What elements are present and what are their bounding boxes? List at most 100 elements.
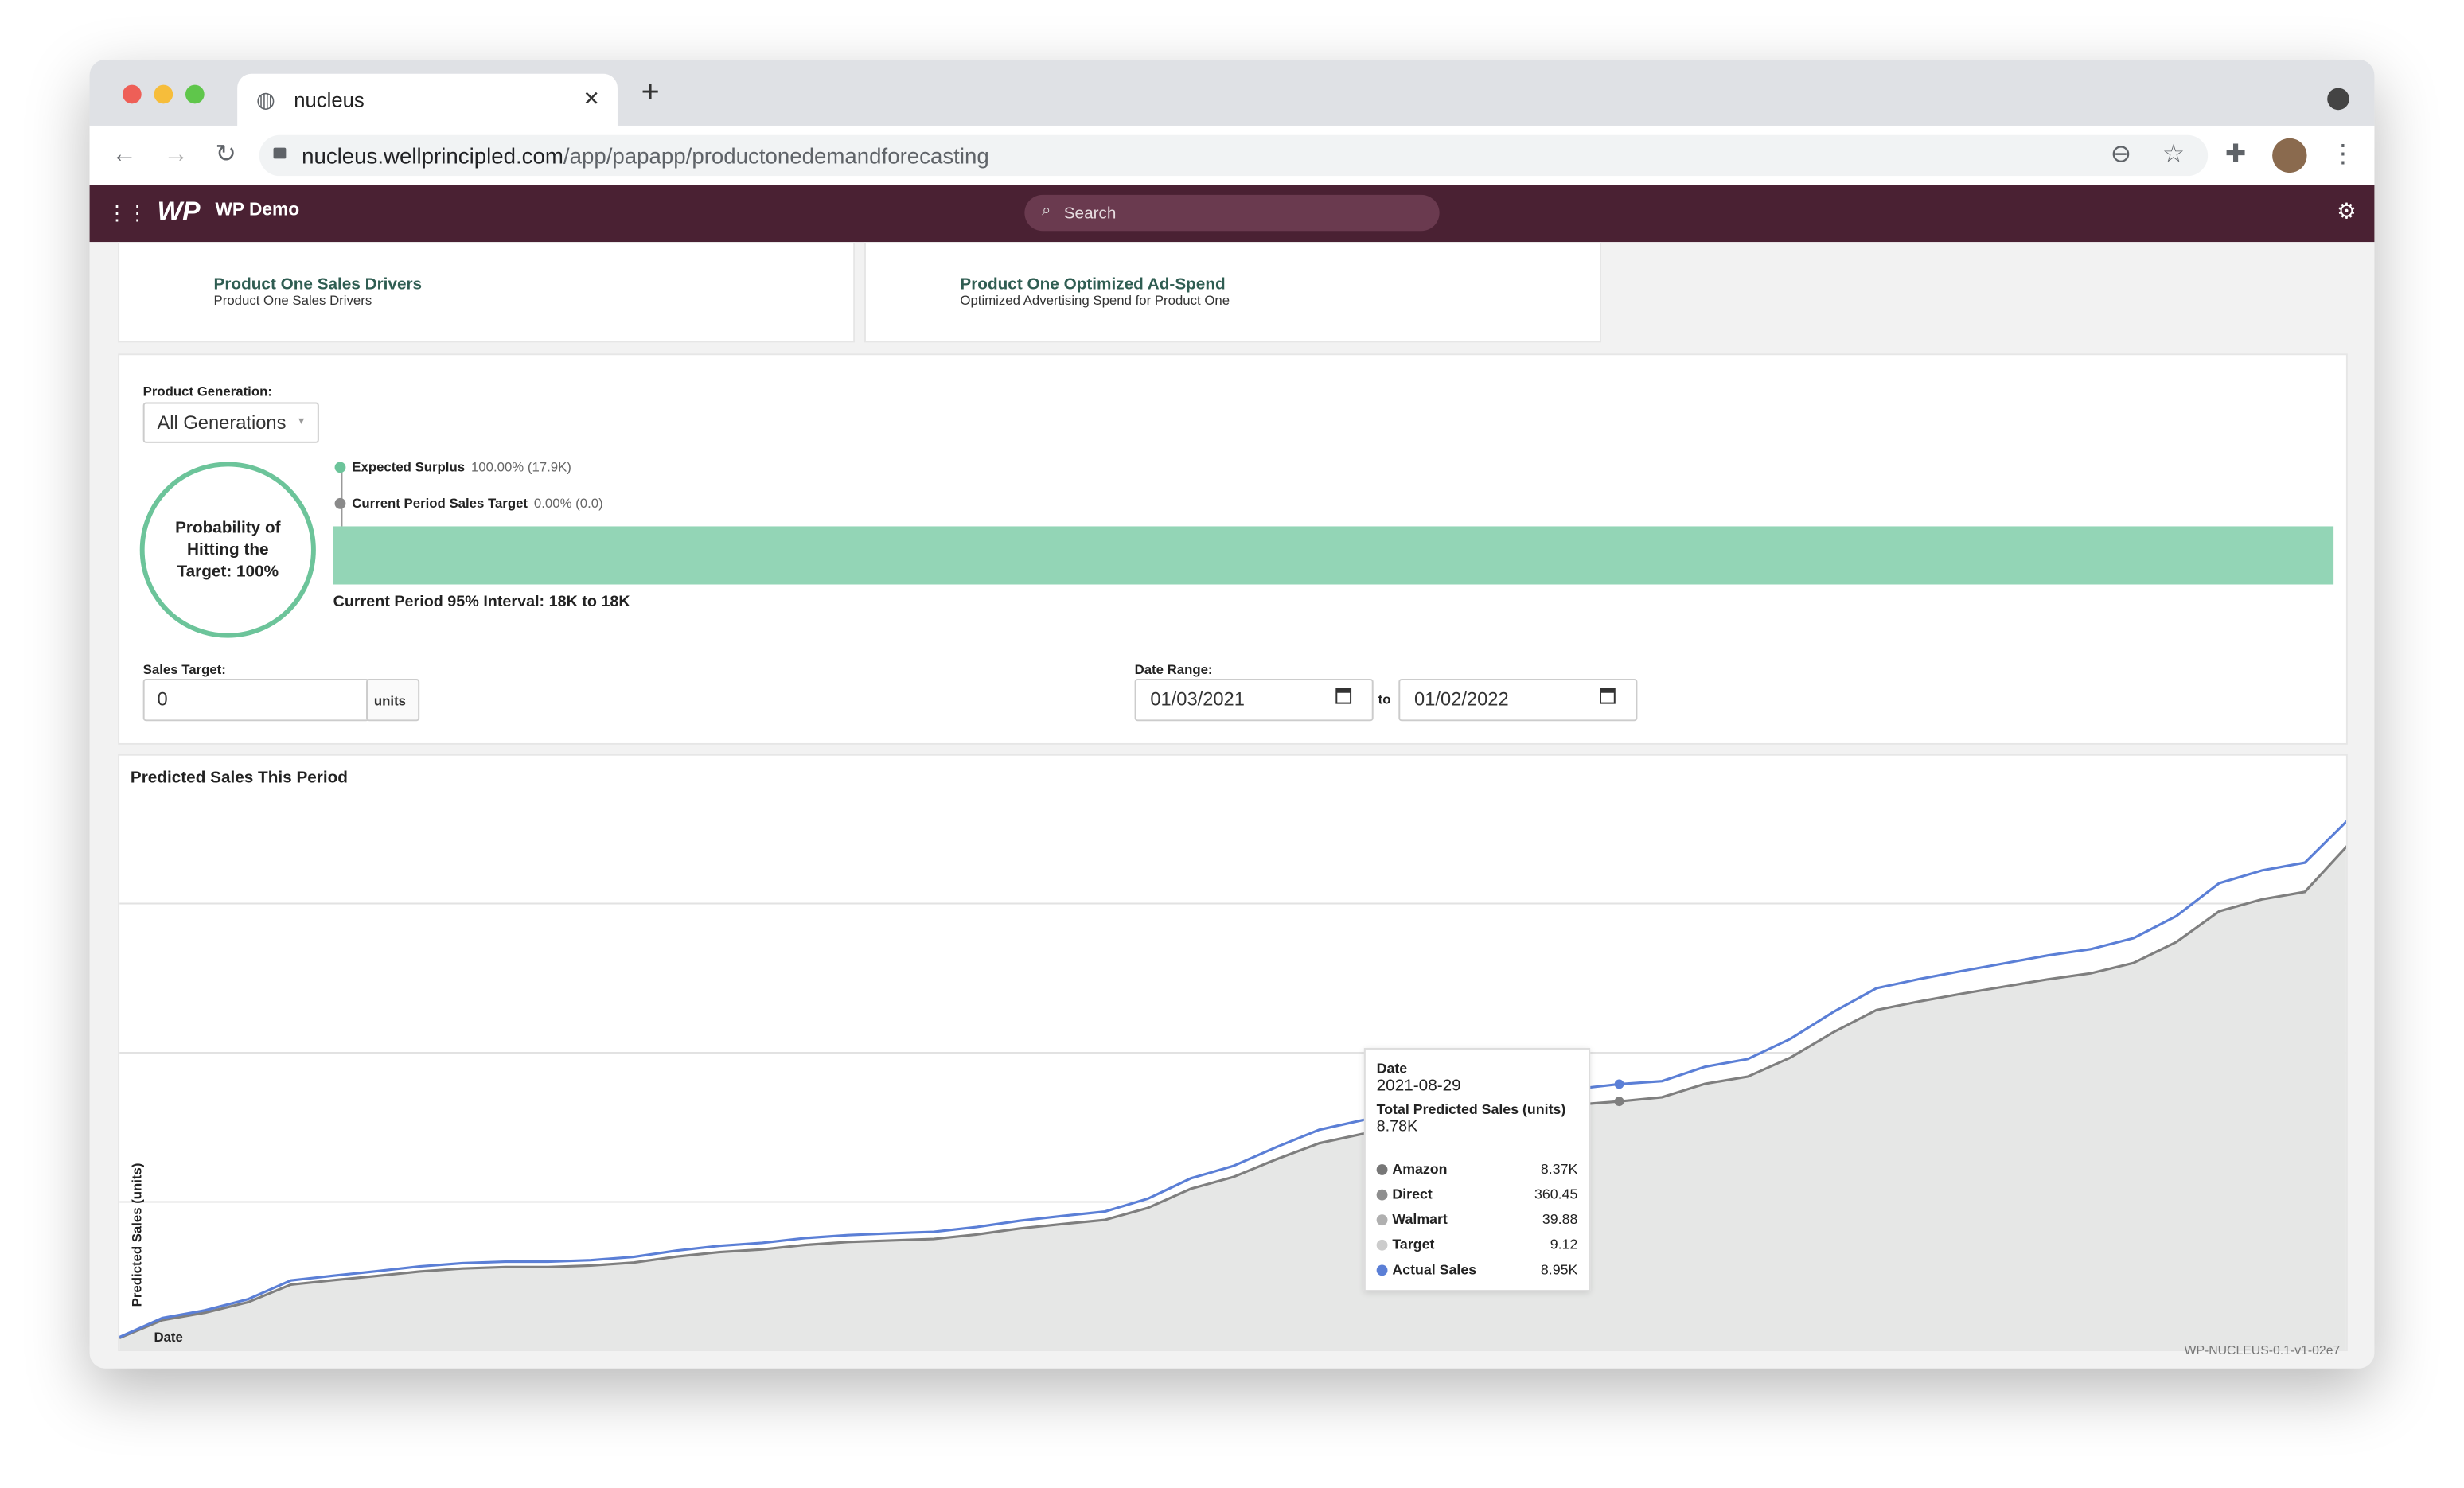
tooltip-value: 8.95K (1540, 1261, 1578, 1278)
legend-dot (334, 462, 346, 473)
back-button[interactable]: ← (111, 141, 137, 169)
tab-search[interactable] (2327, 88, 2349, 111)
card-subtitle: Optimized Advertising Spend for Product … (960, 292, 1230, 308)
tooltip-dot (1376, 1164, 1388, 1175)
lock-icon (273, 147, 287, 159)
unit: units (373, 692, 407, 709)
chart-title: Predicted Sales This Period (130, 768, 348, 788)
extensions-icon[interactable]: ✚ (2224, 141, 2247, 169)
probability-panel: Product Generation: All Generations ▾ Pr… (118, 353, 2348, 745)
tab-bar: ◍ nucleus ✕ + (89, 60, 2375, 126)
generation-value: All Generations (157, 411, 287, 434)
tooltip-date: 2021-08-29 (1376, 1076, 1461, 1096)
legend-detail: 100.00% (17.9K) (470, 458, 571, 475)
close-window[interactable] (123, 84, 142, 104)
new-tab[interactable]: + (641, 75, 660, 111)
apps-icon[interactable]: ⋮⋮ (107, 201, 148, 225)
forward-button[interactable]: → (163, 141, 189, 169)
tooltip-row: Amazon 8.37K (1376, 1161, 1578, 1180)
minimize-window[interactable] (154, 84, 173, 104)
menu-icon[interactable]: ⋮ (2330, 141, 2356, 169)
tooltip-row: Actual Sales 8.95K (1376, 1261, 1578, 1281)
card[interactable]: Product One Optimized Ad-Spend Optimized… (864, 242, 1602, 343)
tooltip-series: Amazon (1392, 1161, 1448, 1177)
tooltip-total-label: Total Predicted Sales (units) (1376, 1101, 1566, 1117)
app-name: WP Demo (215, 201, 300, 220)
card-subtitle: Product One Sales Drivers (213, 292, 372, 308)
tooltip-dot (1376, 1189, 1388, 1201)
area (119, 847, 2346, 1350)
calendar-icon[interactable] (1335, 688, 1352, 704)
hover-point (1614, 1097, 1624, 1107)
date-separator: to (1378, 691, 1391, 707)
probability-bar (333, 526, 2334, 585)
probability-ring: Probability of Hitting the Target: 100% (139, 462, 316, 638)
generation-label: Product Generation: (142, 383, 272, 399)
search-placeholder: Search (1063, 204, 1117, 224)
avatar[interactable] (2272, 138, 2307, 173)
card[interactable]: Product One Sales Drivers Product One Sa… (118, 242, 856, 343)
tooltip-row: Target 9.12 (1376, 1236, 1578, 1256)
tooltip-row: Direct 360.45 (1376, 1186, 1578, 1206)
calendar-icon[interactable] (1600, 688, 1616, 704)
app-header: ⋮⋮ WP WP Demo ⌕ Search ⚙ (89, 185, 2375, 243)
url-host: nucleus.wellprincipled.com (302, 142, 563, 169)
tooltip-value: 360.45 (1534, 1186, 1578, 1202)
zoom-icon[interactable]: ⊖ (2110, 141, 2132, 169)
legend-detail: 0.00% (0.0) (533, 494, 603, 511)
tooltip-value: 8.37K (1540, 1161, 1578, 1177)
generation-select[interactable]: All Generations ▾ (142, 402, 319, 443)
interval: Current Period 95% Interval: 18K to 18K (333, 594, 630, 612)
tooltip-total: 8.78K (1376, 1118, 1418, 1136)
sales-target-value: 0 (157, 688, 168, 711)
tooltip-series: Actual Sales (1392, 1261, 1477, 1278)
maximize-window[interactable] (185, 84, 205, 104)
tooltip-value: 39.88 (1542, 1211, 1578, 1228)
card-title: Product One Sales Drivers (213, 275, 423, 294)
select-caret: ▾ (298, 416, 305, 428)
legend-name: Current Period Sales Target (352, 494, 528, 511)
legend-connector (340, 468, 342, 527)
tooltip-dot (1376, 1239, 1388, 1251)
date-to[interactable]: 01/02/2022 (1398, 678, 1638, 722)
url: nucleus.wellprincipled.com/app/papapp/pr… (302, 143, 989, 169)
address-bar: ← → ↻ nucleus.wellprincipled.com/app/pap… (89, 125, 2375, 187)
hover-point (1614, 1079, 1624, 1089)
legend-dot (334, 497, 346, 509)
settings-icon[interactable]: ⚙ (2337, 197, 2357, 224)
probability-text: Probability of Hitting the Target: 100% (175, 518, 281, 582)
y-axis-label: Predicted Sales (units) (130, 1163, 145, 1307)
date-to-value: 01/02/2022 (1414, 688, 1509, 711)
tooltip-dot (1376, 1214, 1388, 1226)
tab[interactable]: ◍ nucleus ✕ (237, 73, 618, 126)
legend-name: Expected Surplus (352, 458, 466, 475)
url-path: /app/papapp/productonedemandforecasting (563, 142, 989, 169)
sales-target-input[interactable]: 0 (142, 678, 370, 722)
unit-addon: units (366, 678, 420, 722)
logo[interactable]: WP (157, 196, 201, 227)
date-from-value: 01/03/2021 (1150, 688, 1245, 711)
tab-close[interactable]: ✕ (583, 86, 601, 111)
tooltip-series: Target (1392, 1236, 1435, 1252)
bookmark-icon[interactable]: ☆ (2162, 141, 2185, 169)
footer-version: WP-NUCLEUS-0.1-v1-02e7 (2184, 1343, 2341, 1358)
date-from[interactable]: 01/03/2021 (1134, 678, 1374, 722)
line (119, 845, 2346, 1340)
sales-target-label: Sales Target: (142, 661, 226, 678)
tooltip-row: Walmart 39.88 (1376, 1211, 1578, 1230)
line (119, 820, 2346, 1338)
tooltip: Date 2021-08-29 Total Predicted Sales (u… (1363, 1047, 1591, 1292)
tab-title: nucleus (294, 88, 365, 112)
search-box[interactable]: ⌕ Search (1024, 194, 1440, 232)
tooltip-date-label: Date (1376, 1060, 1408, 1077)
globe-icon: ◍ (255, 86, 275, 112)
x-axis-label: Date (154, 1330, 182, 1345)
date-range-label: Date Range: (1134, 661, 1213, 678)
url-field[interactable]: nucleus.wellprincipled.com/app/papapp/pr… (259, 134, 2209, 177)
chart-panel: 5.00K10.00K15.00K2021-03-282021-06-27202… (118, 754, 2348, 1352)
reload-button[interactable]: ↻ (215, 141, 236, 169)
tooltip-value: 9.12 (1550, 1236, 1578, 1252)
